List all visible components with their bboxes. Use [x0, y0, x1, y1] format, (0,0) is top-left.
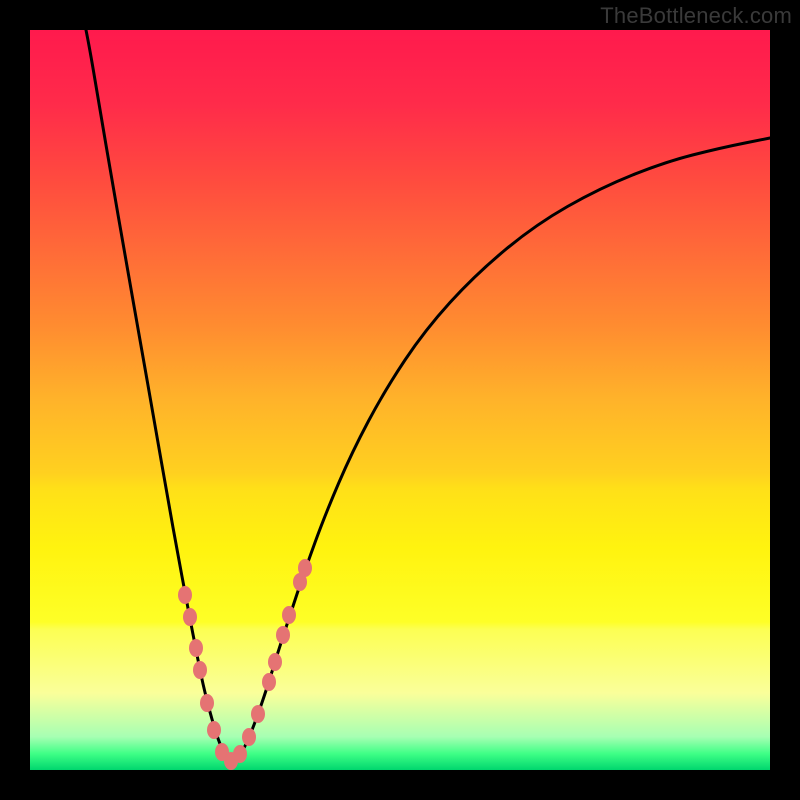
data-marker [282, 606, 296, 624]
plot-background [30, 30, 770, 770]
data-marker [262, 673, 276, 691]
data-marker [242, 728, 256, 746]
data-marker [193, 661, 207, 679]
data-marker [276, 626, 290, 644]
data-marker [178, 586, 192, 604]
data-marker [183, 608, 197, 626]
chart-root: TheBottleneck.com [0, 0, 800, 800]
data-marker [268, 653, 282, 671]
chart-svg [0, 0, 800, 800]
data-marker [298, 559, 312, 577]
data-marker [251, 705, 265, 723]
data-marker [189, 639, 203, 657]
data-marker [200, 694, 214, 712]
watermark-text: TheBottleneck.com [600, 3, 792, 29]
data-marker [207, 721, 221, 739]
data-marker [233, 745, 247, 763]
